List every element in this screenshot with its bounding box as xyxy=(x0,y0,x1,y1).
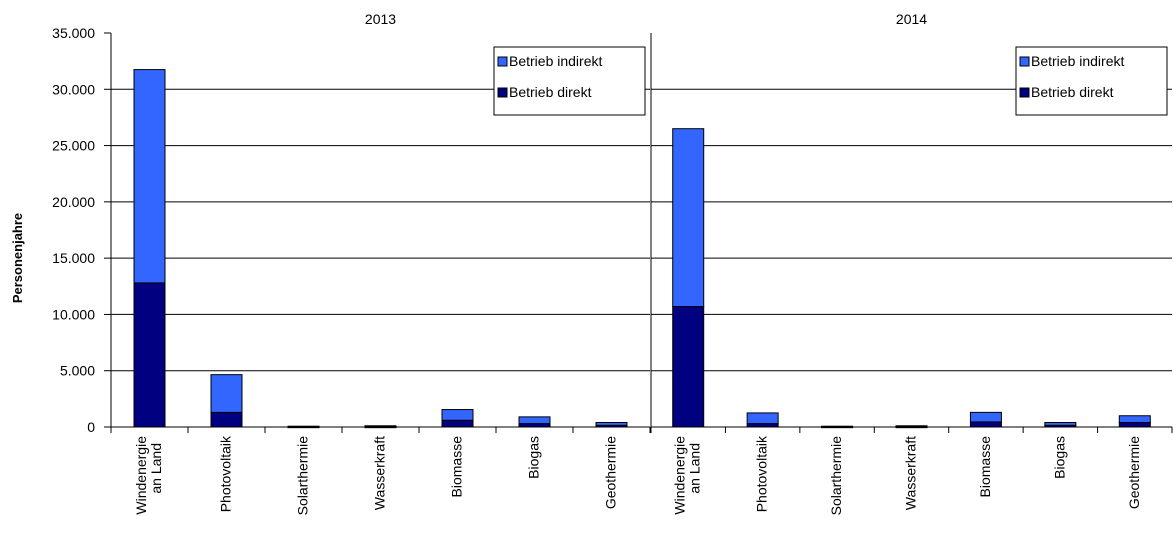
legend-swatch xyxy=(1019,56,1030,67)
bar-segment-betrieb-direkt xyxy=(969,421,1002,428)
x-tick-label: Wasserkraft xyxy=(372,436,388,510)
y-tick-label: 20.000 xyxy=(52,194,95,210)
bar-segment-betrieb-direkt xyxy=(746,423,779,428)
panel-title: 2013 xyxy=(365,11,396,27)
bar-segment-betrieb-direkt xyxy=(210,411,243,428)
bar-segment-betrieb-indirekt xyxy=(672,128,705,308)
legend-label: Betrieb indirekt xyxy=(509,53,602,69)
y-tick-label: 15.000 xyxy=(52,250,95,266)
x-tick-label: Photovoltaik xyxy=(218,435,234,512)
x-tick-label-line: Geothermie xyxy=(1126,436,1142,509)
bar-segment-betrieb-direkt xyxy=(518,423,551,428)
x-tick-label-line: Windenergie xyxy=(672,436,688,515)
legend-box xyxy=(1015,46,1168,116)
y-tick-label: 10.000 xyxy=(52,306,95,322)
x-tick-label: Biomasse xyxy=(977,436,993,498)
x-tick-label: Biogas xyxy=(526,436,542,479)
legend-label: Betrieb direkt xyxy=(1031,84,1114,100)
bar-segment-betrieb-indirekt xyxy=(969,411,1002,423)
x-tick-label: Geothermie xyxy=(1126,436,1142,509)
x-tick-label-line: Biogas xyxy=(1051,436,1067,479)
x-tick-label-line: Geothermie xyxy=(603,436,619,509)
bar-segment-betrieb-indirekt xyxy=(210,374,243,413)
bar-segment-betrieb-indirekt xyxy=(595,421,628,426)
y-tick-label: 35.000 xyxy=(52,25,95,41)
legend-swatch xyxy=(1019,87,1030,98)
x-tick-label-line: Wasserkraft xyxy=(372,436,388,510)
x-tick-label-line: an Land xyxy=(687,443,703,494)
x-tick-label-line: Biomasse xyxy=(449,436,465,498)
x-tick-label-line: Windenergie xyxy=(133,436,149,515)
y-tick-label: 0 xyxy=(87,419,95,435)
bar-segment-betrieb-indirekt xyxy=(1044,421,1077,426)
x-tick-label: Geothermie xyxy=(603,436,619,509)
x-tick-label-line: Wasserkraft xyxy=(903,436,919,510)
y-tick-label: 30.000 xyxy=(52,81,95,97)
x-tick-label-line: Solarthermie xyxy=(828,436,844,516)
bar-segment-betrieb-indirekt xyxy=(133,69,166,284)
bar-segment-betrieb-indirekt xyxy=(441,409,474,421)
x-tick-label: Wasserkraft xyxy=(903,436,919,510)
grid-layer xyxy=(111,88,1172,372)
x-tick-label: Solarthermie xyxy=(295,436,311,516)
x-tick-label: Photovoltaik xyxy=(754,435,770,512)
x-tick-label-line: Photovoltaik xyxy=(754,435,770,512)
legend-swatch xyxy=(497,56,508,67)
bar-segment-betrieb-direkt xyxy=(441,419,474,428)
x-tick-label-line: Solarthermie xyxy=(295,436,311,516)
panel-title: 2014 xyxy=(896,11,927,27)
bar-segment-betrieb-direkt xyxy=(672,306,705,428)
bar-segment-betrieb-direkt xyxy=(1118,421,1151,428)
legend-label: Betrieb direkt xyxy=(509,84,592,100)
bar-segment-betrieb-indirekt xyxy=(1118,415,1151,423)
legend-box xyxy=(493,46,646,116)
axes-layer xyxy=(104,32,1173,433)
legend-swatch xyxy=(497,87,508,98)
labels-layer: 0 5.000 10.000 15.000 20.000 25.000 30.000 35.0… xyxy=(52,11,1168,516)
bar-segment-betrieb-direkt xyxy=(133,282,166,428)
x-tick-label: Windenergiean Land xyxy=(133,436,164,515)
bar-segment-betrieb-indirekt xyxy=(518,416,551,425)
x-tick-label-line: an Land xyxy=(148,443,164,494)
y-tick-label: 5.000 xyxy=(60,363,95,379)
bar-segment-betrieb-indirekt xyxy=(746,412,779,425)
x-tick-label-line: Biogas xyxy=(526,436,542,479)
bars-layer xyxy=(133,69,1151,429)
y-axis-title: Personenjahre xyxy=(10,213,25,303)
legend-label: Betrieb indirekt xyxy=(1031,53,1124,69)
x-tick-label-line: Photovoltaik xyxy=(218,435,234,512)
x-tick-label: Solarthermie xyxy=(828,436,844,516)
x-tick-label: Windenergiean Land xyxy=(672,436,703,515)
y-tick-label: 25.000 xyxy=(52,138,95,154)
x-tick-label: Biomasse xyxy=(449,436,465,498)
x-tick-label: Biogas xyxy=(1051,436,1067,479)
x-tick-label-line: Biomasse xyxy=(977,436,993,498)
